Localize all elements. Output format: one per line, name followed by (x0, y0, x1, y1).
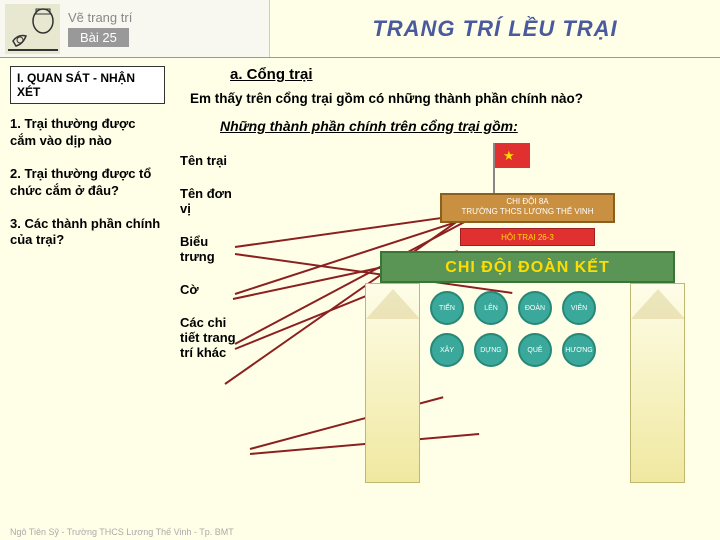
flag-star-icon: ★ (503, 148, 515, 164)
circles-row-1: TIẾN LÊN ĐOÀN VIÊN (430, 291, 596, 325)
label-ten-don-vi: Tên đơn vị (180, 186, 245, 216)
sign-camp-name: CHI ĐỘI ĐOÀN KẾT (380, 251, 675, 283)
sign-unit-line1: CHI ĐỘI 8A (442, 197, 613, 207)
sign-unit-line2: TRƯỜNG THCS LƯƠNG THẾ VINH (442, 207, 613, 217)
question: Em thấy trên cổng trại gồm có những thàn… (190, 91, 705, 106)
pillar-right (630, 283, 685, 483)
header-left: Vẽ trang trí Bài 25 (0, 0, 270, 57)
header-text-block: Vẽ trang trí Bài 25 (68, 10, 132, 47)
header: Vẽ trang trí Bài 25 TRANG TRÍ LỀU TRẠI (0, 0, 720, 58)
label-ten-trai: Tên trại (180, 153, 245, 168)
circle-5: XÂY (430, 333, 464, 367)
sign-event: HỘI TRẠI 26-3 (460, 228, 595, 246)
main-content: a. Cổng trại Em thấy trên cổng trại gồm … (175, 58, 720, 540)
gate-illustration: ★ CHI ĐỘI 8A TRƯỜNG THCS LƯƠNG THẾ VINH … (345, 143, 685, 483)
circle-6: DỰNG (474, 333, 508, 367)
sign-unit: CHI ĐỘI 8A TRƯỜNG THCS LƯƠNG THẾ VINH (440, 193, 615, 223)
circle-4: VIÊN (562, 291, 596, 325)
sidebar-item-3: 3. Các thành phần chính của trại? (10, 216, 165, 250)
circle-7: QUÊ (518, 333, 552, 367)
pottery-icon (5, 4, 60, 54)
circle-3: ĐOÀN (518, 291, 552, 325)
footer-credit: Ngô Tiên Sỹ - Trường THCS Lương Thế Vinh… (10, 527, 234, 537)
label-chi-tiet: Các chi tiết trang trí khác (180, 315, 245, 360)
label-bieu-trung: Biểu trưng (180, 234, 245, 264)
section-title: I. QUAN SÁT - NHẬN XÉT (10, 66, 165, 104)
sidebar-item-1: 1. Trại thường được cắm vào dịp nào (10, 116, 165, 150)
lesson-badge: Bài 25 (68, 28, 129, 47)
sidebar: I. QUAN SÁT - NHẬN XÉT 1. Trại thường đư… (0, 58, 175, 540)
circles-row-2: XÂY DỰNG QUÊ HƯƠNG (430, 333, 596, 367)
content: I. QUAN SÁT - NHẬN XÉT 1. Trại thường đư… (0, 58, 720, 540)
subject-label: Vẽ trang trí (68, 10, 132, 25)
circle-1: TIẾN (430, 291, 464, 325)
pillar-left (365, 283, 420, 483)
subtitle: a. Cổng trại (230, 66, 705, 83)
circle-2: LÊN (474, 291, 508, 325)
circle-8: HƯƠNG (562, 333, 596, 367)
sidebar-item-2: 2. Trại thường được tổ chức cắm ở đâu? (10, 166, 165, 200)
page-title: TRANG TRÍ LỀU TRẠI (270, 0, 720, 57)
answer-intro: Những thành phần chính trên cổng trại gồ… (220, 118, 705, 134)
